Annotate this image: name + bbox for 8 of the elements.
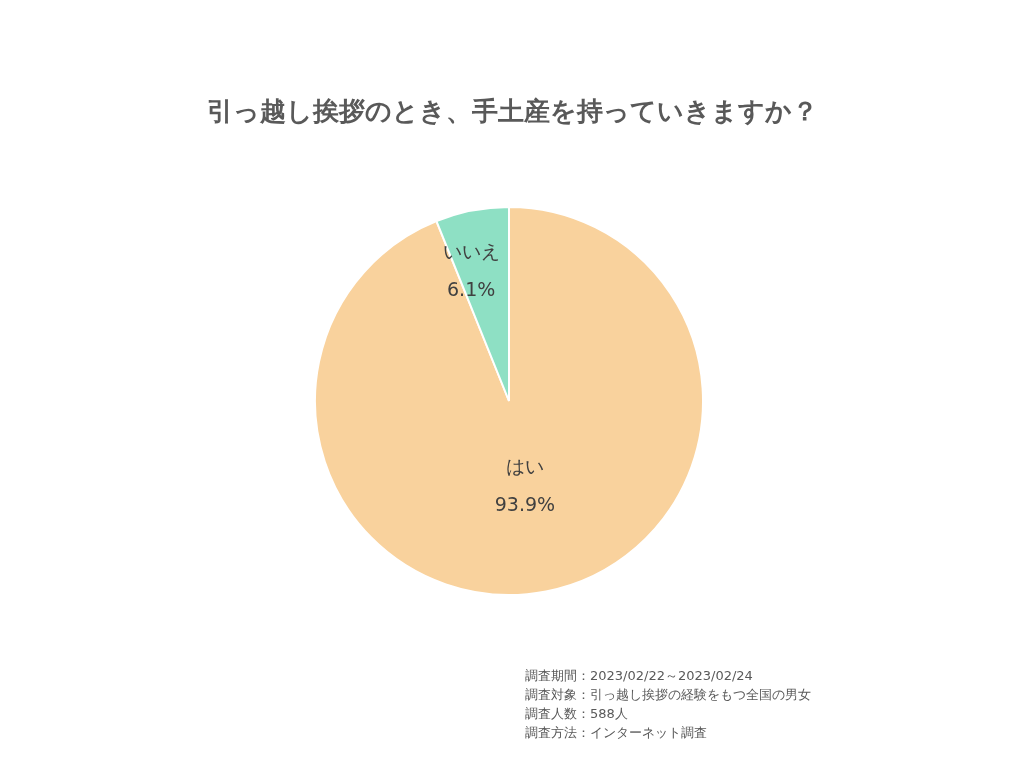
slice-label: はい	[505, 454, 544, 477]
text: 調査人数：588人	[525, 706, 628, 721]
text: 調査対象：引っ越し挨拶の経験をもつ全国の男女	[525, 687, 811, 702]
text: 調査期間：2023/02/22～2023/02/24	[525, 668, 753, 683]
text: 調査方法：インターネット調査	[525, 725, 707, 740]
chart-title: 引っ越し挨拶のとき、手土産を持っていきますか？	[206, 96, 818, 126]
pie-slice	[314, 206, 704, 596]
data-label: 93.9%	[494, 492, 556, 515]
